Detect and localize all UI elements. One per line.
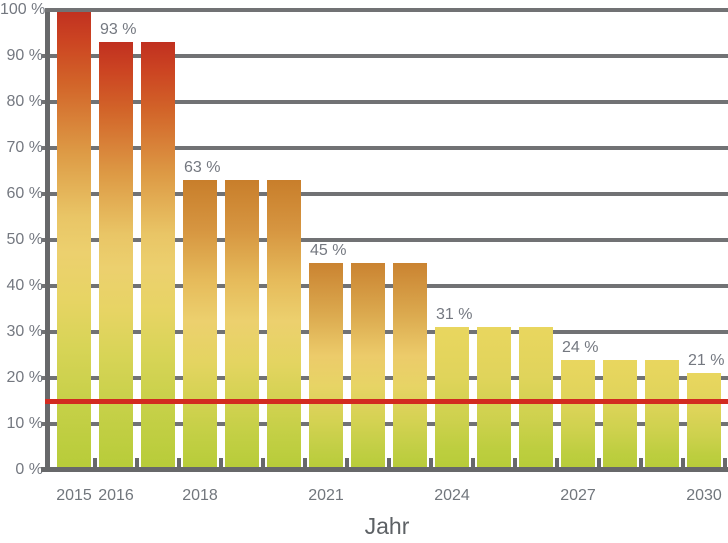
y-axis [45, 8, 50, 472]
y-tick-label-100: 100 % [0, 1, 46, 18]
x-tick-label-2015: 2015 [56, 487, 92, 504]
x-axis-tick-8 [387, 458, 391, 467]
gridline-20 [45, 376, 728, 380]
x-tick-label-2016: 2016 [98, 487, 134, 504]
bar-2023 [393, 263, 427, 469]
gridline-30 [45, 330, 728, 334]
x-tick-label-2021: 2021 [308, 487, 344, 504]
y-tick-label-40: 40 % [6, 277, 43, 294]
y-tick-label-80: 80 % [6, 93, 43, 110]
bar-value-label-2030: 21 % [688, 352, 725, 370]
x-axis-tick-6 [303, 458, 307, 467]
bar-2024 [435, 327, 469, 469]
bar-2026 [519, 327, 553, 469]
x-axis-tick-11 [513, 458, 517, 467]
bar-2016 [99, 42, 133, 469]
x-axis-title: Jahr [364, 513, 410, 539]
bar-2021 [309, 263, 343, 469]
y-tick-label-20: 20 % [6, 369, 43, 386]
x-axis-tick-15 [681, 458, 685, 467]
x-axis-tick-5 [261, 458, 265, 467]
bar-2027 [561, 359, 595, 469]
gridline-70 [45, 146, 728, 150]
bar-2028 [603, 359, 637, 469]
x-axis-tick-12 [555, 458, 559, 467]
x-axis-tick-16 [723, 458, 727, 467]
bar-2019 [225, 180, 259, 469]
x-tick-label-2030: 2030 [686, 487, 722, 504]
x-tick-label-2027: 2027 [560, 487, 596, 504]
gridline-100 [45, 8, 728, 12]
x-tick-label-2024: 2024 [434, 487, 470, 504]
x-axis-tick-10 [471, 458, 475, 467]
y-tick-label-50: 50 % [6, 231, 43, 248]
bar-2022 [351, 263, 385, 469]
gridline-40 [45, 284, 728, 288]
x-axis [41, 467, 728, 472]
bar-2029 [645, 359, 679, 469]
x-tick-label-2018: 2018 [182, 487, 218, 504]
reference-line [45, 398, 728, 404]
x-axis-tick-14 [639, 458, 643, 467]
y-tick-label-60: 60 % [6, 185, 43, 202]
x-axis-tick-7 [345, 458, 349, 467]
bar-2018 [183, 180, 217, 469]
x-axis-tick-3 [177, 458, 181, 467]
bar-2015 [57, 10, 91, 469]
x-axis-tick-1 [93, 458, 97, 467]
x-axis-tick-2 [135, 458, 139, 467]
x-axis-tick-4 [219, 458, 223, 467]
gridline-60 [45, 192, 728, 196]
y-tick-label-10: 10 % [6, 415, 43, 432]
y-tick-label-90: 90 % [6, 47, 43, 64]
y-tick-label-70: 70 % [6, 139, 43, 156]
gridline-80 [45, 100, 728, 104]
bar-2020 [267, 180, 301, 469]
bar-value-label-2016: 93 % [100, 21, 137, 39]
bar-2030 [687, 373, 721, 469]
gridline-50 [45, 238, 728, 242]
bar-value-label-2027: 24 % [562, 338, 599, 356]
bar-value-label-2018: 63 % [184, 159, 221, 177]
gridline-90 [45, 54, 728, 58]
x-axis-tick-9 [429, 458, 433, 467]
y-tick-label-0: 0 % [15, 461, 43, 478]
bar-value-label-2024: 31 % [436, 306, 473, 324]
bar-2025 [477, 327, 511, 469]
bar-value-label-2021: 45 % [310, 242, 347, 259]
bar-2017 [141, 42, 175, 469]
y-tick-label-30: 30 % [6, 323, 43, 340]
gridline-10 [45, 422, 728, 426]
x-axis-tick-13 [597, 458, 601, 467]
